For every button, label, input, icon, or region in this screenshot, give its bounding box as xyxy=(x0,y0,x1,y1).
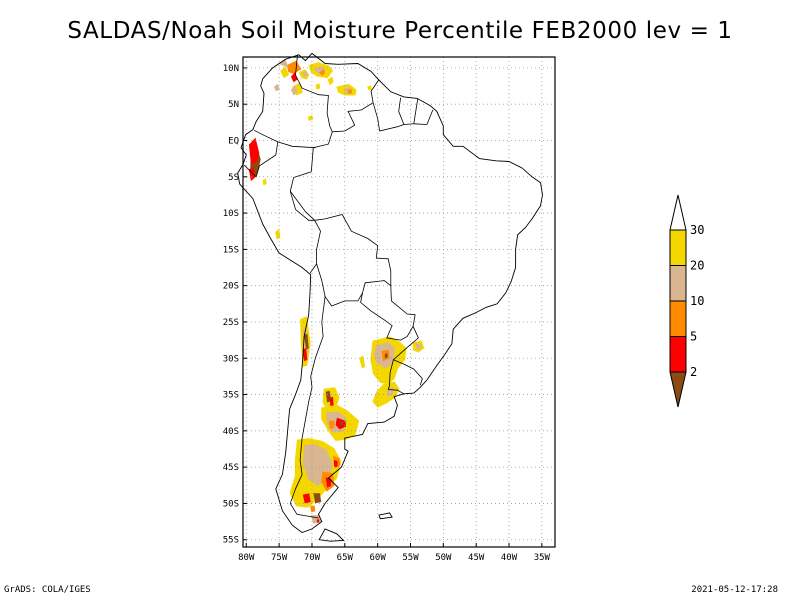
country-border xyxy=(392,326,423,386)
country-border xyxy=(316,263,392,307)
shading-lt2 xyxy=(384,353,388,359)
colorbar: 30 20 10 5 2 xyxy=(669,194,704,408)
shading-b2_5 xyxy=(333,459,338,468)
lat-tick-label: 25S xyxy=(223,318,239,328)
shading-b2_5 xyxy=(302,493,311,504)
coastline xyxy=(237,52,543,534)
footer-credit: GrADS: COLA/IGES xyxy=(4,585,91,595)
lat-tick-label: 30S xyxy=(223,354,239,364)
shading-b10_20 xyxy=(415,343,421,350)
shading-b2_5 xyxy=(248,166,256,182)
lon-tick-label: 35W xyxy=(534,553,551,563)
country-border xyxy=(403,99,419,125)
colorbar-segment-b5_10 xyxy=(669,300,687,337)
lat-tick-label: 45S xyxy=(223,463,239,473)
shading-b5_10 xyxy=(310,505,316,513)
island-outline xyxy=(318,528,345,542)
country-border xyxy=(295,54,333,132)
footer-timestamp: 2021-05-12-17:28 xyxy=(691,585,778,595)
coastline-layer xyxy=(237,52,543,542)
lon-tick-label: 65W xyxy=(337,553,354,563)
country-borders xyxy=(244,54,434,519)
colorbar-label: 10 xyxy=(690,294,704,308)
lon-tick-label: 55W xyxy=(402,553,419,563)
shading-b2_5 xyxy=(290,72,298,83)
lon-tick-label: 50W xyxy=(435,553,452,563)
colorbar-label: 30 xyxy=(690,223,704,237)
lon-tick-label: 60W xyxy=(370,553,387,563)
lat-tick-label: 10S xyxy=(223,209,239,219)
shading-b2_5 xyxy=(316,519,320,523)
country-border xyxy=(387,359,394,390)
shading-b20_30 xyxy=(275,229,281,240)
shading-b10_20 xyxy=(290,85,298,96)
lon-tick-label: 70W xyxy=(304,553,321,563)
country-border xyxy=(388,389,405,395)
shading-b5_10 xyxy=(329,420,335,430)
shading-b20_30 xyxy=(307,115,314,121)
island-outline xyxy=(378,512,393,520)
shading-b10_20 xyxy=(277,59,289,68)
lat-tick-label: 5N xyxy=(228,100,239,110)
graticule xyxy=(243,57,555,547)
shading-b20_30 xyxy=(280,66,289,79)
lon-tick-label: 80W xyxy=(238,553,255,563)
lat-tick-label: EQ xyxy=(228,136,239,146)
shading-b2_5 xyxy=(329,396,334,407)
lat-tick-label: 5S xyxy=(228,173,239,183)
country-border xyxy=(244,141,279,178)
shading-b5_10 xyxy=(287,60,302,74)
shading-b5_10 xyxy=(347,88,352,94)
country-border xyxy=(314,214,392,286)
map-frame xyxy=(242,56,556,548)
country-border xyxy=(332,79,380,133)
shading-b20_30 xyxy=(367,85,372,91)
lat-tick-label: 35S xyxy=(223,391,239,401)
shading-layer xyxy=(248,59,425,524)
shading-b20_30 xyxy=(262,178,267,186)
colorbar-segment-b10_20 xyxy=(669,265,687,302)
lat-tick-label: 50S xyxy=(223,499,239,509)
lat-tick-label: 40S xyxy=(223,427,239,437)
lat-tick-label: 20S xyxy=(223,282,239,292)
colorbar-label: 2 xyxy=(690,365,697,379)
country-border xyxy=(413,109,434,125)
colorbar-over-triangle xyxy=(669,194,687,231)
colorbar-label: 5 xyxy=(690,330,697,344)
colorbar-segment-b2_5 xyxy=(669,336,687,373)
country-border xyxy=(289,191,321,274)
country-border xyxy=(289,171,315,221)
lon-tick-label: 75W xyxy=(271,553,288,563)
lat-tick-label: 15S xyxy=(223,245,239,255)
shading-b10_20 xyxy=(302,70,308,78)
shading-b5_10 xyxy=(319,69,326,76)
shading-b10_20 xyxy=(273,83,280,92)
country-border xyxy=(372,97,405,132)
country-border xyxy=(289,296,326,519)
lon-tick-label: 40W xyxy=(501,553,518,563)
colorbar-under-triangle xyxy=(669,371,687,408)
shading-lt2 xyxy=(313,493,322,504)
shading-b2_5 xyxy=(248,137,260,164)
shading-lt2 xyxy=(340,420,344,426)
map-title: SALDAS/Noah Soil Moisture Percentile FEB… xyxy=(67,18,733,44)
shading-b20_30 xyxy=(359,355,366,369)
country-border xyxy=(310,131,333,172)
lon-tick-label: 45W xyxy=(468,553,485,563)
shading-b20_30 xyxy=(315,83,321,90)
shading-b20_30 xyxy=(327,76,334,86)
country-border xyxy=(360,285,416,341)
colorbar-label: 20 xyxy=(690,259,704,273)
lat-tick-label: 55S xyxy=(223,536,239,546)
shading-lt2 xyxy=(304,333,309,350)
country-border xyxy=(254,129,316,149)
shading-lt2 xyxy=(325,390,331,403)
colorbar-segment-b20_30 xyxy=(669,229,687,266)
lat-tick-label: 10N xyxy=(223,64,239,74)
axis-ticks: 10N 5N EQ 5S 10S 15S 20S 25S 30S 35S 40S 45S 50S 55S 8… xyxy=(223,64,551,563)
